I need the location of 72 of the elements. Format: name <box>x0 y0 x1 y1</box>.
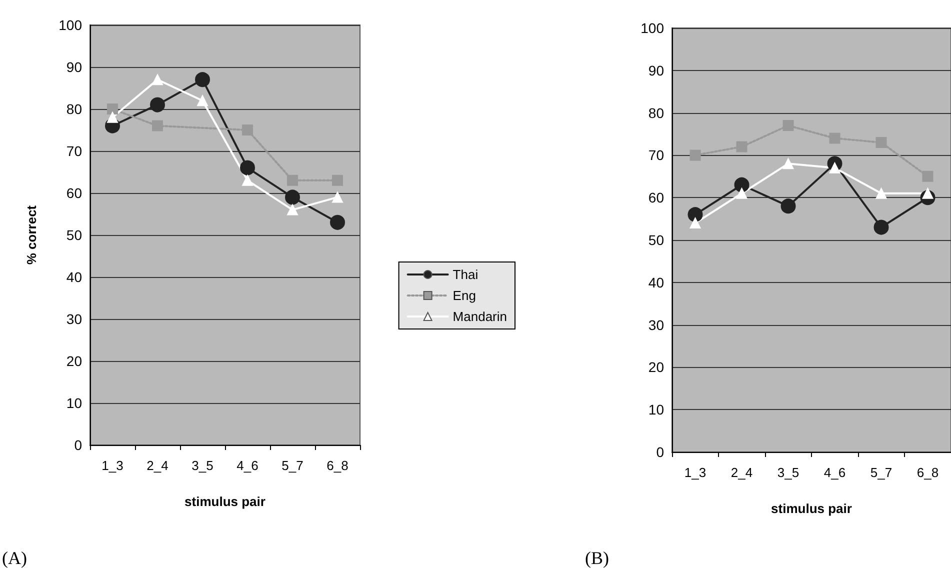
y-tick-label: 70 <box>648 147 664 164</box>
y-tick-label: 0 <box>74 437 82 453</box>
x-tick-label: 5_7 <box>282 458 304 473</box>
point <box>782 120 794 132</box>
x-tick-label: 4_6 <box>824 465 846 480</box>
y-tick-label: 60 <box>648 190 664 206</box>
point <box>332 174 343 186</box>
point <box>734 177 750 192</box>
point <box>152 74 163 86</box>
x-tick-label: 3_5 <box>192 458 214 473</box>
point <box>285 190 300 205</box>
point <box>736 141 748 152</box>
point <box>242 124 253 136</box>
y-axis-title: % correct <box>24 204 39 265</box>
y-tick-label: 80 <box>648 104 664 121</box>
point <box>332 192 343 203</box>
x-tick-label: 5_7 <box>870 465 892 480</box>
point <box>876 136 887 148</box>
point <box>240 160 255 176</box>
y-tick-label: 100 <box>640 20 664 36</box>
point <box>736 188 748 199</box>
x-tick-label: 6_8 <box>916 465 939 480</box>
y-tick-label: 50 <box>66 227 82 243</box>
point <box>922 170 934 182</box>
y-tick-label: 10 <box>648 402 664 418</box>
point <box>688 207 703 222</box>
y-tick-label: 100 <box>58 17 82 33</box>
point <box>874 220 889 235</box>
point <box>107 112 118 123</box>
y-tick-label: 80 <box>66 101 82 117</box>
point <box>876 188 887 199</box>
point <box>197 95 208 106</box>
y-tick-label: 30 <box>648 316 664 333</box>
y-tick-label: 90 <box>648 62 664 78</box>
point <box>330 214 345 230</box>
legend-label: Thai <box>452 267 478 282</box>
x-tick-label: 1_3 <box>684 465 706 480</box>
legend-label: Eng <box>452 288 476 303</box>
y-tick-label: 20 <box>66 353 82 369</box>
y-tick-label: 20 <box>648 359 664 376</box>
point <box>782 158 794 170</box>
point <box>780 198 796 214</box>
point <box>829 132 840 144</box>
x-tick-label: 4_6 <box>236 458 258 473</box>
y-tick-label: 0 <box>656 444 664 460</box>
point <box>152 120 163 132</box>
x-tick-label: 2_4 <box>146 458 168 473</box>
y-tick-label: 10 <box>66 395 82 411</box>
point <box>287 204 298 216</box>
y-tick-label: 40 <box>648 274 664 290</box>
y-tick-label: 90 <box>66 59 82 75</box>
text: (A) <box>2 548 27 569</box>
legend-label: Mandarin <box>452 309 508 324</box>
y-tick-label: 30 <box>66 311 82 327</box>
x-axis-title: stimulus pair <box>771 501 852 516</box>
y-tick-label: 60 <box>66 185 82 201</box>
point <box>690 150 701 161</box>
point <box>690 218 701 229</box>
point <box>242 174 253 186</box>
point <box>150 97 165 112</box>
x-tick-label: 1_3 <box>102 458 124 473</box>
y-tick-label: 70 <box>66 143 82 159</box>
text: (B) <box>585 548 609 569</box>
x-tick-label: 3_5 <box>777 465 800 480</box>
x-tick-label: 6_8 <box>326 458 348 473</box>
point <box>195 72 210 88</box>
x-axis-title: stimulus pair <box>184 494 266 509</box>
point <box>107 104 118 114</box>
y-tick-label: 50 <box>648 232 664 248</box>
y-tick-label: 40 <box>66 269 82 285</box>
x-tick-label: 2_4 <box>730 465 753 480</box>
point <box>287 174 298 186</box>
